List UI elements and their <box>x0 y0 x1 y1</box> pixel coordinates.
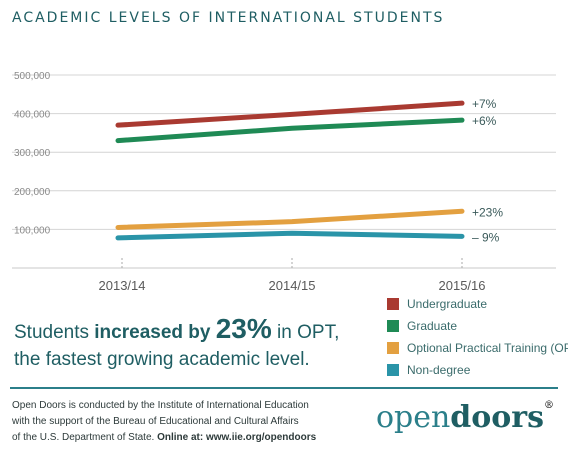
headline: Students increased by 23% in OPT, the fa… <box>14 315 339 373</box>
footer-line-3: of the U.S. Department of State. Online … <box>12 430 316 446</box>
footer-line-2: with the support of the Bureau of Educat… <box>12 416 299 427</box>
y-tick-label: 500,000 <box>14 71 51 82</box>
headline-part2: in OPT, <box>271 322 340 343</box>
y-tick-label: 100,000 <box>14 225 51 236</box>
headline-line-1: Students increased by 23% in OPT, <box>14 315 339 346</box>
legend-label: Non-degree <box>407 363 471 377</box>
series-end-label: – 9% <box>472 230 500 244</box>
logo-registered-mark: ® <box>544 400 554 411</box>
series-end-labels: +7% +6% +23% – 9% <box>472 97 503 244</box>
x-axis-ticks: 2013/14 2014/15 2015/16 <box>99 258 486 293</box>
line-chart: 100,000 200,000 300,000 400,000 500,000 2013… <box>12 71 556 293</box>
series-line <box>115 117 465 144</box>
headline-bold: increased by <box>94 322 216 343</box>
series-end-label: +6% <box>472 114 497 128</box>
footer: Open Doors is conducted by the Institute… <box>12 398 316 446</box>
chart-title: ACADEMIC LEVELS OF INTERNATIONAL STUDENT… <box>12 10 445 26</box>
footer-line-3-text: of the U.S. Department of State. <box>12 432 158 443</box>
series-line <box>115 100 465 128</box>
y-tick-label: 400,000 <box>14 110 51 121</box>
headline-percent: 23% <box>215 313 272 344</box>
legend-item: Optional Practical Training (OPT) <box>387 338 568 358</box>
legend-label: Optional Practical Training (OPT) <box>407 341 568 355</box>
legend-label: Undergraduate <box>407 297 488 311</box>
headline-line-2: the fastest growing academic level. <box>14 349 310 370</box>
legend-item: Non-degree <box>387 360 568 380</box>
opendoors-logo: opendoors® <box>376 400 554 435</box>
series-end-label: +23% <box>472 205 503 219</box>
y-tick-label: 300,000 <box>14 148 51 159</box>
x-tick-label: 2015/16 <box>439 278 486 293</box>
y-axis-ticks: 100,000 200,000 300,000 400,000 500,000 <box>14 71 51 236</box>
legend-swatch <box>387 298 399 310</box>
logo-doors: doors <box>450 400 544 435</box>
series-line <box>115 230 465 241</box>
footer-link[interactable]: Online at: www.iie.org/opendoors <box>157 432 317 443</box>
divider <box>10 387 558 389</box>
y-tick-label: 200,000 <box>14 187 51 198</box>
legend: Undergraduate Graduate Optional Practical … <box>387 294 568 382</box>
legend-item: Undergraduate <box>387 294 568 314</box>
legend-item: Graduate <box>387 316 568 336</box>
logo-open: open <box>375 400 451 435</box>
x-tick-label: 2014/15 <box>269 278 316 293</box>
legend-swatch <box>387 342 399 354</box>
series-line <box>115 208 465 230</box>
x-tick-label: 2013/14 <box>99 278 146 293</box>
series-lines <box>115 100 465 241</box>
legend-label: Graduate <box>407 319 458 333</box>
series-end-label: +7% <box>472 97 497 111</box>
footer-line-1: Open Doors is conducted by the Institute… <box>12 400 309 411</box>
legend-swatch <box>387 364 399 376</box>
headline-part1: Students <box>14 322 95 343</box>
legend-swatch <box>387 320 399 332</box>
